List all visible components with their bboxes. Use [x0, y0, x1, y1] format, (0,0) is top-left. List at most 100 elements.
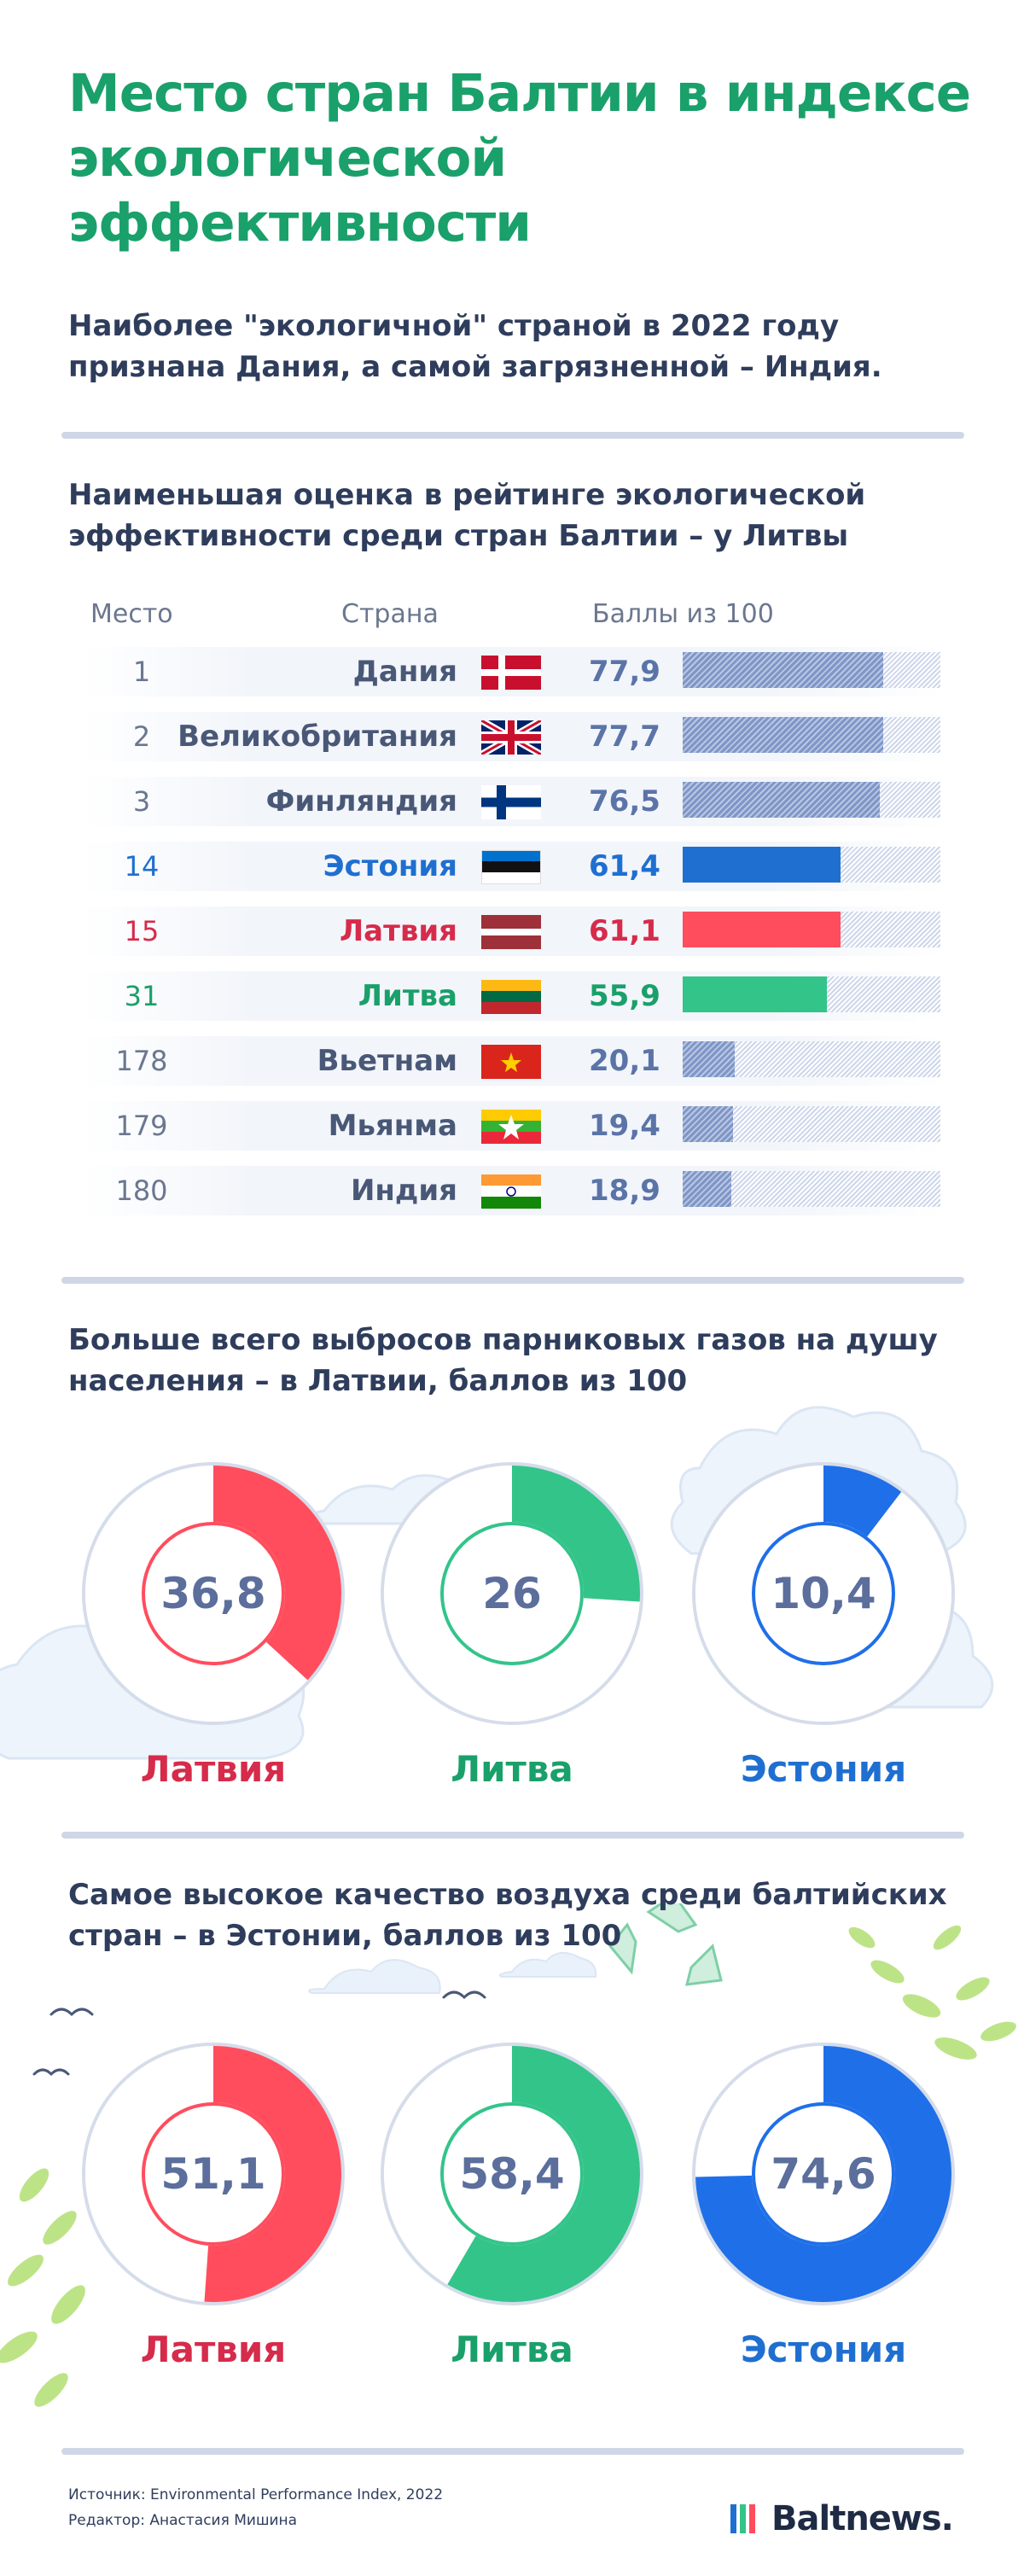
- bar-track: [683, 1106, 940, 1142]
- donut-chart: 26: [380, 1461, 644, 1726]
- score-label: 55,9: [589, 979, 660, 1013]
- divider: [61, 1277, 964, 1284]
- country-cell: Эстония: [323, 849, 457, 883]
- baltnews-logo[interactable]: Baltnews.: [730, 2497, 969, 2540]
- header-rank: Место: [90, 599, 173, 629]
- bar-track: [683, 912, 940, 947]
- donut-svg: [82, 2043, 345, 2305]
- donut-inner-circle: [440, 2102, 584, 2246]
- country-cell: Великобритания: [177, 720, 457, 754]
- bar-track: [683, 1041, 940, 1077]
- country-cell: Финляндия: [265, 784, 457, 819]
- rank-cell: 180: [115, 1174, 168, 1207]
- header-country: Страна: [341, 599, 439, 629]
- finland-flag-icon: [481, 785, 541, 819]
- donut-country-label: Эстония: [740, 1748, 907, 1790]
- rank-cell: 2: [132, 720, 151, 753]
- country-cell: Литва: [358, 979, 457, 1013]
- bar: [683, 782, 881, 818]
- donut-value: 10,4: [771, 1569, 876, 1618]
- score-label: 77,7: [589, 720, 660, 754]
- table-row: 2 Великобритания 77,7: [82, 707, 944, 766]
- donut-slice: [85, 1466, 341, 1722]
- score-label: 76,5: [589, 784, 660, 819]
- lithuania-flag-icon: [481, 980, 541, 1014]
- donut-slice: [384, 2046, 640, 2302]
- donut-svg: [692, 1462, 955, 1725]
- rank-cell: 178: [115, 1045, 168, 1077]
- divider: [61, 1832, 964, 1839]
- latvia-flag-icon: [481, 915, 541, 949]
- table-row: 180 Индия 18,9: [82, 1161, 944, 1221]
- score-label: 20,1: [589, 1044, 660, 1078]
- bar: [683, 976, 827, 1012]
- rank-cell: 3: [132, 785, 151, 818]
- score-label: 61,1: [589, 914, 660, 948]
- table-row: 3 Финляндия 76,5: [82, 772, 944, 831]
- score-label: 19,4: [589, 1109, 660, 1143]
- donut-country-label: Литва: [451, 1748, 573, 1790]
- donut-country-label: Латвия: [140, 2328, 287, 2370]
- page-subtitle: Наиболее "экологичной" страной в 2022 го…: [68, 309, 882, 384]
- bar: [683, 652, 884, 688]
- country-cell: Дания: [352, 655, 457, 689]
- score-label: 18,9: [589, 1174, 660, 1208]
- myanmar-flag-icon: [481, 1110, 541, 1144]
- vietnam-flag-icon: [481, 1045, 541, 1079]
- donut-inner-circle: [440, 1522, 584, 1665]
- rank-cell: 1: [132, 656, 151, 688]
- donut-slice: [384, 1466, 640, 1722]
- ranking-section-title: Наименьшая оценка в рейтинге экологическ…: [68, 478, 866, 553]
- bar: [683, 847, 841, 883]
- table-row: 14 Эстония 61,4: [82, 836, 944, 896]
- air-section-title: Самое высокое качество воздуха среди бал…: [68, 1878, 947, 1953]
- donut-slice: [85, 2046, 341, 2302]
- bar-track: [683, 976, 940, 1012]
- bar: [683, 1041, 735, 1077]
- editor-note: Редактор: Анастасия Мишина: [68, 2512, 298, 2529]
- donut-inner-circle: [142, 2102, 285, 2246]
- donut-inner-circle: [752, 2102, 895, 2246]
- table-row: 31 Литва 55,9: [82, 966, 944, 1026]
- donut-chart: 51,1: [81, 2042, 346, 2306]
- rank-cell: 31: [124, 980, 160, 1012]
- estonia-flag-icon: [481, 850, 541, 884]
- bar-track: [683, 717, 940, 753]
- bar: [683, 1106, 733, 1142]
- country-cell: Латвия: [339, 914, 457, 948]
- leaves-decoration: [0, 1903, 1016, 2407]
- india-flag-icon: [481, 1174, 541, 1209]
- donut-country-label: Латвия: [140, 1748, 287, 1790]
- donut-svg: [82, 1462, 345, 1725]
- donut-country-label: Литва: [451, 2328, 573, 2370]
- source-note: Источник: Environmental Performance Inde…: [68, 2486, 444, 2503]
- emissions-section-title: Больше всего выбросов парниковых газов н…: [68, 1323, 938, 1398]
- donut-chart: 74,6: [691, 2042, 956, 2306]
- donut-slice: [695, 1466, 951, 1722]
- donut-country-label: Эстония: [740, 2328, 907, 2370]
- donut-slice: [695, 2046, 951, 2302]
- logo-bars-icon: [730, 2504, 765, 2533]
- uk-flag-icon: [480, 717, 543, 758]
- donut-value: 36,8: [160, 1569, 266, 1618]
- rank-cell: 179: [115, 1110, 168, 1142]
- donut-chart: 36,8: [81, 1461, 346, 1726]
- page-title: Место стран Балтии в индексе экологическ…: [68, 63, 971, 254]
- donut-chart: 10,4: [691, 1461, 956, 1726]
- country-cell: Мьянма: [328, 1109, 457, 1143]
- donut-value: 58,4: [459, 2149, 565, 2199]
- bar: [683, 1171, 732, 1207]
- rank-cell: 15: [124, 915, 160, 947]
- bar-track: [683, 1171, 940, 1207]
- donut-svg: [381, 2043, 643, 2305]
- donut-value: 74,6: [771, 2149, 876, 2199]
- donut-svg: [381, 1462, 643, 1725]
- donut-inner-circle: [142, 1522, 285, 1665]
- table-row: 1 Дания 77,9: [82, 642, 944, 702]
- donut-inner-circle: [752, 1522, 895, 1665]
- rank-cell: 14: [124, 850, 160, 883]
- denmark-flag-icon: [481, 656, 541, 690]
- donut-value: 26: [482, 1569, 542, 1618]
- score-label: 61,4: [589, 849, 660, 883]
- bar-track: [683, 847, 940, 883]
